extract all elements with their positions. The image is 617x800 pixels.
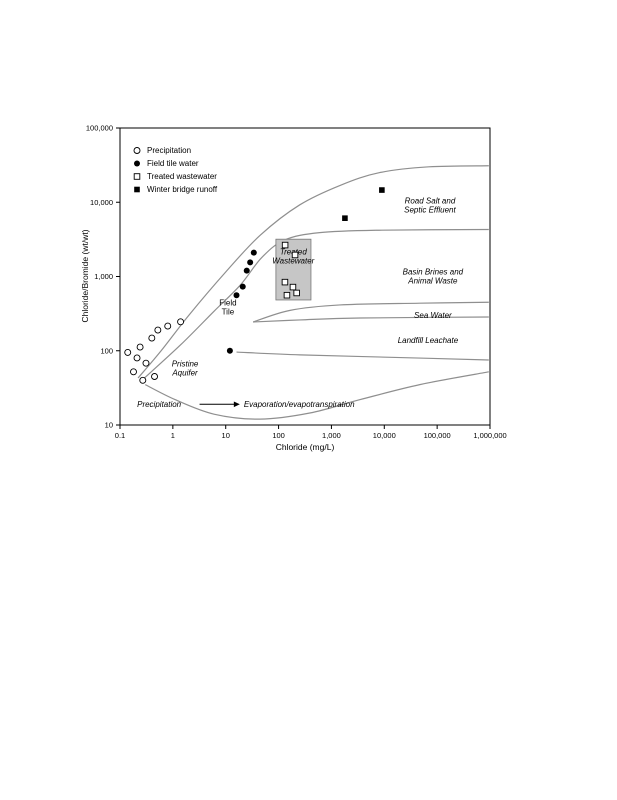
point-treated-wastewater: [289, 283, 297, 291]
point-field-tile-water: [226, 347, 233, 354]
region-label: Basin Brines and: [403, 268, 464, 277]
point-treated-wastewater: [293, 289, 300, 297]
point-precipitation: [133, 354, 141, 362]
x-tick-label: 100,000: [424, 431, 451, 440]
point-field-tile-water: [243, 267, 250, 274]
x-tick-label: 1: [171, 431, 175, 440]
point-winter-bridge-runoff: [342, 215, 348, 221]
region-curve-sea-water-upper-boundary: [252, 301, 489, 323]
arrow-head-icon: [233, 401, 240, 408]
data-points: [124, 187, 385, 384]
region-curve-sea-water-lower-boundary: [253, 316, 489, 323]
point-treated-wastewater: [283, 291, 291, 299]
legend-marker-filled-circle-icon: [134, 160, 140, 167]
y-tick-label: 100,000: [86, 124, 113, 133]
y-tick-label: 10: [105, 421, 113, 430]
region-label: Field: [219, 298, 236, 307]
y-tick-label: 10,000: [90, 198, 113, 207]
point-field-tile-water: [250, 249, 257, 256]
legend-item-label: Winter bridge runoff: [147, 185, 218, 194]
region-curves: [137, 165, 489, 420]
legend-marker-open-square-icon: [133, 173, 141, 180]
x-tick-label: 1,000,000: [473, 431, 506, 440]
region-label: Road Salt and: [405, 196, 456, 205]
x-tick-label: 0.1: [115, 431, 125, 440]
point-field-tile-water: [233, 292, 240, 299]
region-label: Landfill Leachate: [398, 336, 459, 345]
legend-marker-filled-square-icon: [134, 186, 140, 193]
point-precipitation: [130, 368, 137, 376]
legend-item-label: Treated wastewater: [147, 172, 217, 181]
point-field-tile-water: [239, 283, 246, 290]
region-label: Tile: [222, 307, 235, 316]
region-label: Animal Waste: [407, 277, 458, 286]
region-label: Aquifer: [171, 368, 198, 377]
region-label: Pristine: [172, 359, 199, 368]
region-curve-road-salt-lower-boundary: [141, 228, 489, 381]
legend-marker-open-circle-icon: [133, 147, 141, 154]
point-precipitation: [164, 322, 172, 330]
point-precipitation: [148, 334, 156, 342]
point-precipitation: [151, 373, 158, 380]
point-treated-wastewater: [291, 251, 299, 259]
y-axis-title: Chloride/Bromide (wt/wt): [80, 229, 90, 322]
region-label: Septic Effluent: [404, 205, 456, 214]
region-curve-upper-envelope: [137, 165, 489, 379]
y-tick-label: 100: [100, 346, 113, 355]
point-precipitation: [177, 318, 185, 326]
point-field-tile-water: [247, 259, 254, 266]
evaporation-arrow-annotation: Precipitation Evaporation/evapotranspirat…: [137, 400, 355, 409]
point-precipitation: [139, 376, 147, 384]
point-treated-wastewater: [281, 278, 289, 286]
x-tick-label: 10: [222, 431, 230, 440]
legend: Precipitation Field tile water Treated was…: [133, 146, 218, 194]
region-curve-landfill-lower-boundary: [236, 351, 489, 361]
x-tick-label: 10,000: [373, 431, 396, 440]
x-axis-title: Chloride (mg/L): [276, 442, 335, 452]
y-tick-label: 1,000: [94, 272, 113, 281]
point-precipitation: [142, 359, 150, 367]
region-label: Sea Water: [414, 311, 452, 320]
point-precipitation: [136, 343, 144, 351]
legend-item-label: Field tile water: [147, 159, 199, 168]
precipitation-label: Precipitation: [137, 400, 182, 409]
evaporation-label: Evaporation/evapotranspiration: [244, 400, 355, 409]
x-tick-label: 1,000: [322, 431, 341, 440]
point-treated-wastewater: [281, 241, 289, 249]
point-precipitation: [124, 348, 132, 356]
x-tick-label: 100: [272, 431, 285, 440]
axes: 0.1 1 10 100 1,000 10,000 100,000 1,000,000 10 10…: [86, 124, 507, 441]
legend-item-label: Precipitation: [147, 146, 191, 155]
point-winter-bridge-runoff: [379, 187, 385, 193]
region-label: Wastewater: [272, 256, 314, 265]
point-precipitation: [154, 326, 162, 334]
region-curve-bottom-envelope: [144, 371, 489, 420]
